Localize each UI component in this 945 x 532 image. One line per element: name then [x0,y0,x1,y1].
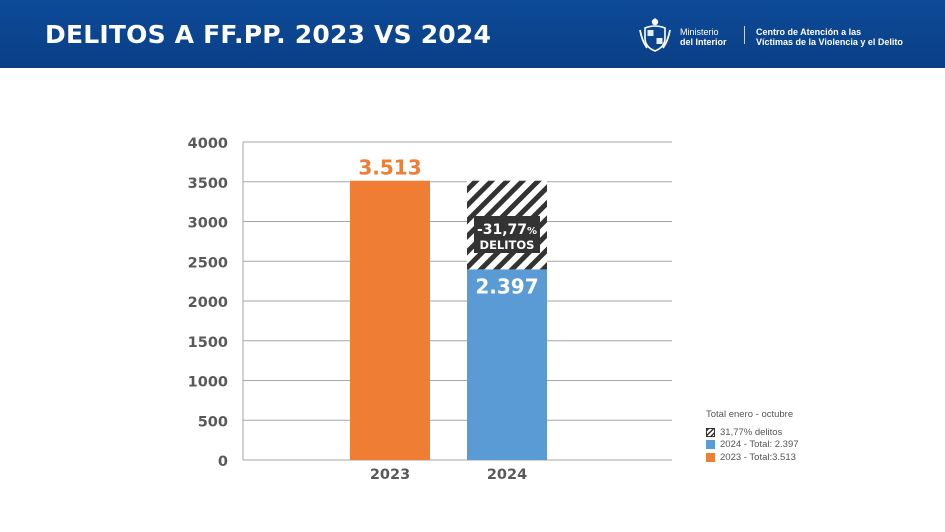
annotation-text: -31,77% [477,222,537,238]
ministry-line-1: Ministerio [680,27,719,37]
annotation-subtext: DELITOS [480,238,535,252]
y-tick-label-0: 0 [218,454,228,470]
y-tick-label-500: 500 [198,414,228,430]
center-name: Centro de Atención a las Víctimas de la … [756,27,903,47]
page-title: DELITOS A FF.PP. 2023 VS 2024 [45,20,492,49]
data-label-2023: 3.513 [358,156,421,180]
bar-2023 [350,180,430,461]
y-tick-label-2000: 2000 [188,295,228,311]
legend-swatch-blue [706,440,715,450]
y-tick-label-1000: 1000 [188,375,228,391]
header-divider [744,26,745,44]
center-line-2: Víctimas de la Violencia y el Delito [756,37,903,47]
legend-item-reduction: 31,77% delitos [706,426,799,439]
annotation-percent-sign: % [527,226,537,237]
coat-of-arms-icon [639,17,671,52]
legend-swatch-hatch [706,427,715,437]
ministry-line-2: del Interior [680,37,727,47]
legend-item-2024: 2024 - Total: 2.397 [706,439,799,452]
center-line-1: Centro de Atención a las [756,27,862,37]
x-tick-label-2023: 2023 [370,467,410,483]
data-label-2024: 2.397 [475,274,538,298]
legend-label-2023: 2023 - Total:3.513 [720,451,796,463]
y-tick-label-4000: 4000 [188,136,228,152]
annotation-box [474,216,540,253]
header-bar: DELITOS A FF.PP. 2023 VS 2024 Ministerio… [0,0,945,68]
bar-2024 [467,269,547,460]
y-tick-label-3000: 3000 [188,216,228,232]
legend-label-reduction: 31,77% delitos [720,426,783,438]
y-tick-label-2500: 2500 [188,255,228,271]
chart-legend: Total enero - octubre 31,77% delitos 202… [706,409,799,464]
y-tick-label-1500: 1500 [188,335,228,351]
legend-item-2023: 2023 - Total:3.513 [706,451,799,464]
x-tick-label-2024: 2024 [487,467,527,483]
legend-swatch-orange [706,452,715,462]
legend-title: Total enero - octubre [706,409,794,420]
legend-label-2024: 2024 - Total: 2.397 [720,439,799,451]
y-tick-label-3500: 3500 [188,176,228,192]
ministry-name: Ministerio del Interior [680,27,727,47]
